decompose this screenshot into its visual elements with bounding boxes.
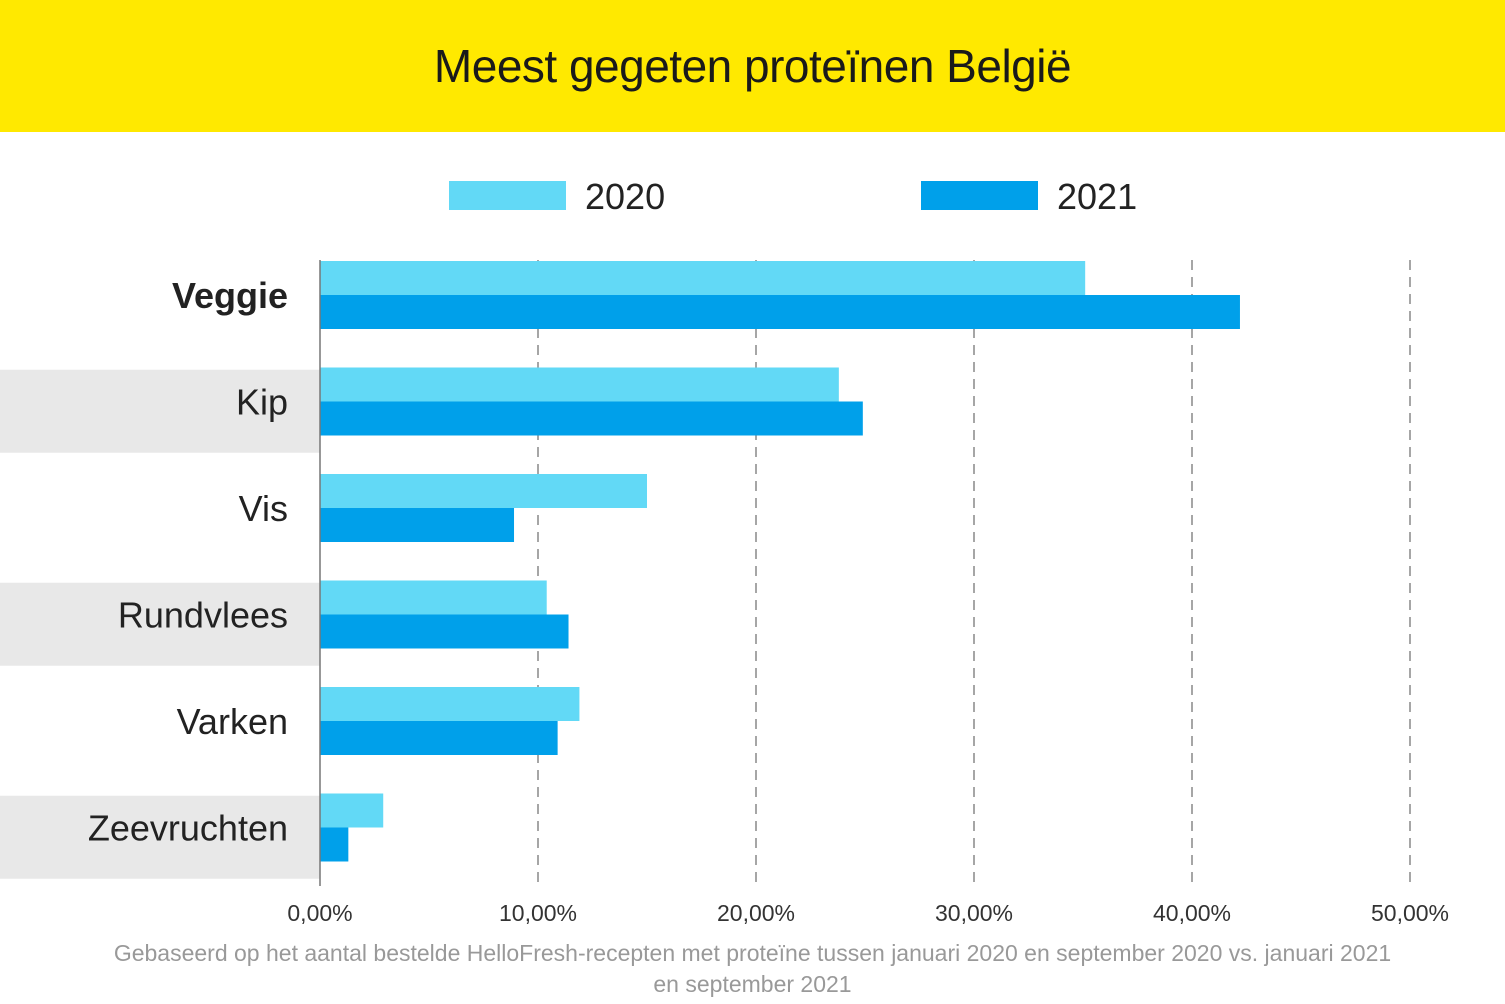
legend-swatch-2020 (449, 181, 566, 210)
chart-title: Meest gegeten proteïnen België (433, 40, 1072, 92)
footnote-line-1: Gebaseerd op het aantal bestelde HelloFr… (113, 940, 1392, 966)
title-banner: Meest gegeten proteïnen België (0, 0, 1505, 132)
x-tick-label: 50,00% (1371, 900, 1449, 926)
category-label: Rundvlees (118, 595, 288, 636)
x-tick-label: 10,00% (499, 900, 577, 926)
bar-2020-veggie (320, 261, 1086, 295)
legend-label-2020: 2020 (585, 176, 665, 217)
bar-2021-veggie (320, 295, 1240, 329)
bar-2021-vis (320, 508, 515, 542)
x-tick-label: 20,00% (717, 900, 795, 926)
x-tick-label: 30,00% (935, 900, 1013, 926)
bar-2021-rundvlees (320, 614, 569, 649)
bar-2020-varken (320, 687, 580, 721)
legend-label-2021: 2021 (1057, 176, 1137, 217)
bar-2021-zeevruchten (320, 827, 349, 862)
category-label: Veggie (172, 275, 288, 316)
category-label: Varken (177, 701, 288, 742)
row-stripe (0, 369, 320, 453)
category-label: Kip (236, 382, 288, 423)
bar-2020-vis (320, 474, 647, 508)
bar-2020-zeevruchten (320, 793, 384, 828)
x-tick-label: 40,00% (1153, 900, 1231, 926)
row-stripe (0, 582, 320, 666)
category-label: Vis (239, 488, 288, 529)
category-label: Zeevruchten (88, 808, 288, 849)
bar-2020-kip (320, 367, 839, 402)
legend-swatch-2021 (921, 181, 1038, 210)
bar-2021-kip (320, 401, 863, 436)
row-stripe (0, 795, 320, 879)
x-tick-label: 0,00% (287, 900, 352, 926)
footnote-line-2: en september 2021 (653, 971, 852, 997)
bar-2021-varken (320, 721, 558, 755)
footnote: Gebaseerd op het aantal bestelde HelloFr… (0, 938, 1505, 1000)
bar-2020-rundvlees (320, 580, 547, 615)
